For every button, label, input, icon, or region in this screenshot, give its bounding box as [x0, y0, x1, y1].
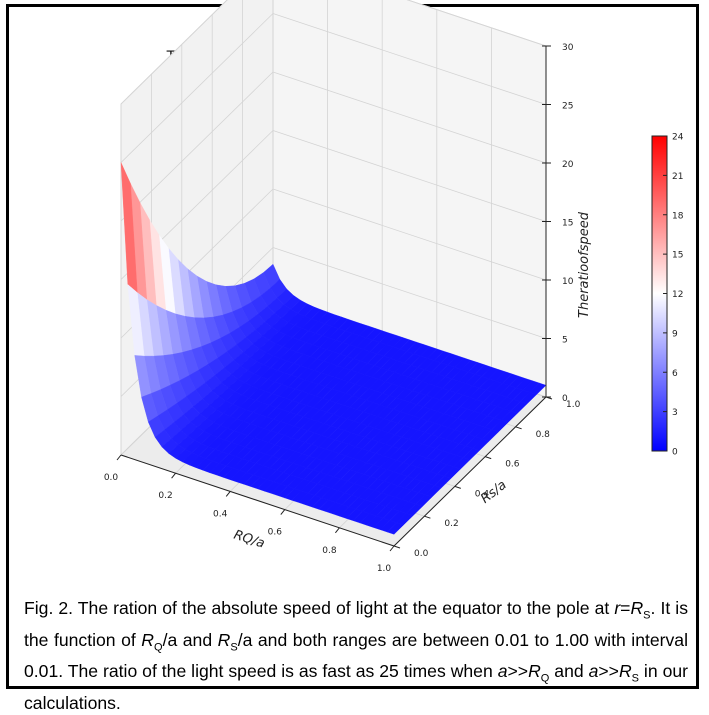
surface-mesh [120, 162, 547, 535]
y-axis-label: Rs/a [478, 478, 509, 507]
y-tick-label: 0.0 [414, 549, 429, 559]
caption-sub-S1: S [643, 609, 651, 622]
x-tick-mark [171, 472, 176, 479]
x-tick-mark [225, 491, 231, 497]
x-tick-label: 0.2 [158, 491, 172, 501]
caption-sub-S3: S [631, 672, 639, 685]
caption-a2: a [588, 661, 599, 682]
caption-eq: = [620, 598, 631, 618]
z-tick-label: 10 [562, 277, 574, 287]
x-tick-mark [389, 545, 395, 552]
y-tick-mark [485, 456, 492, 460]
colorbar-tick-label: 3 [672, 408, 678, 418]
caption-a1: a [497, 661, 508, 682]
y-tick-label: 0.8 [536, 430, 551, 440]
z-tick-label: 5 [562, 336, 568, 346]
caption-and: and [549, 661, 589, 682]
colorbar-tick-label: 15 [672, 251, 683, 261]
x-tick-mark [280, 509, 286, 515]
x-tick-label: 0.0 [104, 473, 119, 483]
caption-part-1: Fig. 2. The ration of the absolute speed… [24, 598, 615, 618]
x-tick-mark [116, 454, 122, 461]
x-tick-label: 1.0 [377, 564, 392, 574]
y-tick-label: 0.2 [444, 519, 458, 529]
z-tick-label: 15 [562, 219, 573, 229]
y-axis-line [393, 396, 547, 547]
colorbar-tick-label: 6 [672, 369, 678, 379]
colorbar-tick-label: 9 [672, 329, 678, 339]
z-tick-label: 25 [562, 102, 573, 112]
colorbar-tick-label: 12 [672, 290, 683, 300]
caption-gtgt-1: >> [507, 661, 529, 682]
z-tick-label: 30 [562, 43, 574, 53]
caption-R4: R [528, 661, 541, 682]
gridline-z-back [272, 71, 547, 164]
figure-caption: Fig. 2. The ration of the absolute speed… [24, 596, 688, 715]
x-tick-label: 0.8 [322, 546, 337, 556]
caption-R2: R [141, 629, 155, 650]
z-axis-label: Theratioofspeed [577, 211, 592, 318]
gridline-z-back [272, 130, 547, 222]
caption-part-2: . It is the function of [24, 598, 688, 650]
x-axis-label: RQ/a [232, 528, 267, 552]
z-tick-label: 0 [562, 394, 568, 404]
caption-sub-Q2: Q [540, 672, 550, 685]
caption-over-a-2: /a and both ranges are between 0.01 to 1… [24, 629, 688, 682]
caption-r: r [614, 598, 621, 618]
z-tick-label: 20 [562, 160, 574, 170]
caption-sub-S2: S [230, 641, 238, 654]
surface-plot: 0.00.20.40.60.81.00.00.20.40.60.81.00510… [104, 0, 684, 574]
gridline-z-left [120, 71, 274, 222]
x-tick-label: 0.4 [213, 509, 228, 519]
gridline-z-back [272, 188, 547, 281]
caption-sub-Q1: Q [154, 641, 163, 654]
colorbar: 0 3 6 9 12 15 18 21 24 [651, 133, 684, 458]
y-tick-mark [454, 485, 461, 489]
y-tick-mark [515, 426, 522, 430]
x-tick-mark [335, 527, 340, 534]
colorbar-tick-label: 24 [672, 133, 684, 143]
caption-R5: R [618, 661, 632, 682]
y-tick-label: 0.4 [475, 489, 490, 499]
gridline-z-back [272, 247, 547, 339]
y-tick-label: 0.6 [505, 460, 520, 470]
caption-R1: R [630, 598, 644, 618]
surface-cell [386, 522, 404, 535]
caption-R3: R [217, 629, 231, 650]
x-axis-line [120, 454, 395, 547]
gridline-z-left [120, 0, 228, 105]
y-tick-label: 1.0 [566, 400, 581, 410]
x-tick-label: 0.6 [268, 528, 283, 538]
gridline-z-back [406, 0, 547, 47]
y-tick-mark [424, 515, 431, 519]
colorbar-tick-label: 18 [672, 211, 684, 221]
colorbar-tick-label: 0 [672, 448, 678, 458]
gridline-z-left [120, 13, 274, 163]
y-tick-mark [393, 545, 401, 549]
colorbar-tick-label: 21 [672, 172, 683, 182]
gridline-z-back [272, 13, 547, 105]
caption-gtgt-2: >> [598, 661, 619, 682]
caption-over-a-1: /a and [162, 629, 218, 650]
